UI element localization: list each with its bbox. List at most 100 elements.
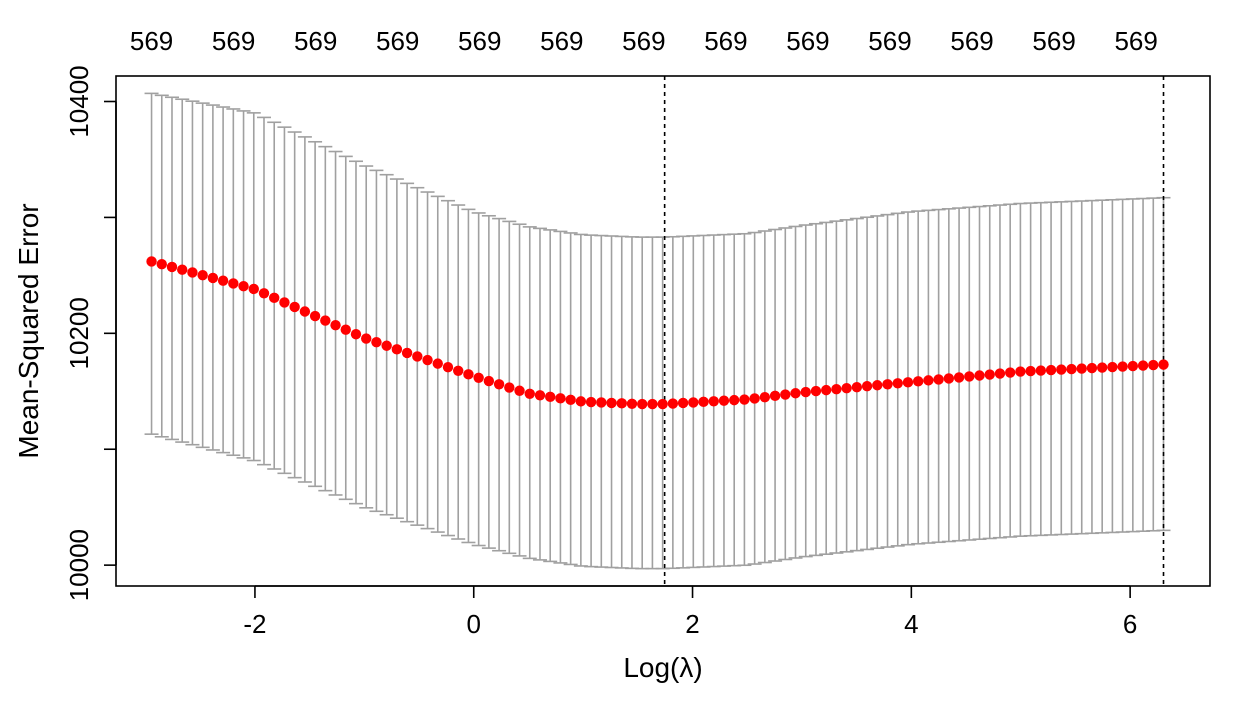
top-axis-label: 569 xyxy=(950,26,993,56)
mse-point xyxy=(698,396,709,408)
mse-point xyxy=(749,393,760,404)
mse-point xyxy=(902,377,914,388)
mse-point xyxy=(1137,360,1149,371)
mse-point xyxy=(238,281,249,292)
mse-point xyxy=(1066,363,1077,375)
mse-point xyxy=(841,382,852,394)
mse-point xyxy=(1086,362,1098,374)
mse-point xyxy=(728,394,740,406)
mse-point xyxy=(1045,364,1057,376)
x-tick-label: 6 xyxy=(1123,609,1137,639)
mse-point xyxy=(575,396,587,407)
mse-point xyxy=(1076,363,1087,374)
mse-point xyxy=(872,380,883,391)
mse-point xyxy=(330,319,341,331)
mse-point xyxy=(1056,364,1067,375)
y-axis-title: Mean-Squared Error xyxy=(13,203,44,458)
mse-point xyxy=(585,396,597,408)
x-axis: -2 0 2 4 6 xyxy=(243,585,1137,639)
mse-point xyxy=(289,301,300,313)
mse-point xyxy=(340,324,351,335)
mse-point xyxy=(912,376,924,387)
top-axis: 569 569 569 569 569 569 569 569 569 569 569 569 569 xyxy=(130,26,1158,56)
mse-point xyxy=(361,333,372,344)
top-axis-label: 569 xyxy=(130,26,173,56)
mse-point xyxy=(759,391,771,403)
mse-point xyxy=(964,371,975,382)
mse-point xyxy=(473,372,484,383)
mse-point xyxy=(984,369,995,380)
y-tick-label: 10200 xyxy=(64,297,94,369)
x-tick-label: 4 xyxy=(904,609,918,639)
mse-point xyxy=(831,383,842,395)
x-tick-label: 2 xyxy=(685,609,699,639)
mse-point xyxy=(463,369,474,380)
top-axis-label: 569 xyxy=(376,26,419,56)
top-axis-label: 569 xyxy=(1114,26,1157,56)
top-axis-label: 569 xyxy=(704,26,747,56)
top-axis-label: 569 xyxy=(622,26,665,56)
mse-point xyxy=(320,315,331,326)
mse-point xyxy=(565,394,576,406)
x-tick-label: 0 xyxy=(467,609,481,639)
mse-point xyxy=(504,382,515,393)
mse-point xyxy=(790,388,801,399)
mse-point xyxy=(1127,360,1139,372)
mse-point xyxy=(309,310,321,322)
mse-point xyxy=(606,397,617,409)
mse-point xyxy=(248,283,259,295)
mse-point xyxy=(657,398,668,410)
mse-point xyxy=(432,358,443,369)
x-tick-label: -2 xyxy=(243,609,266,639)
mse-point xyxy=(933,374,944,385)
mse-point xyxy=(228,278,239,289)
mse-point xyxy=(258,288,270,299)
x-axis-title: Log(λ) xyxy=(623,652,702,683)
mse-points xyxy=(146,256,1169,410)
mse-point xyxy=(636,398,648,410)
mse-point xyxy=(769,390,781,402)
mse-point xyxy=(555,393,566,404)
mse-point xyxy=(974,370,985,381)
mse-point xyxy=(350,329,362,340)
top-axis-label: 569 xyxy=(212,26,255,56)
y-tick-label: 10000 xyxy=(64,529,94,601)
mse-point xyxy=(994,368,1006,379)
mse-point xyxy=(739,394,750,405)
mse-point xyxy=(851,381,863,393)
mse-point xyxy=(197,270,208,281)
mse-point xyxy=(187,267,198,278)
mse-point xyxy=(166,261,178,273)
top-axis-label: 569 xyxy=(540,26,583,56)
mse-point xyxy=(371,336,382,348)
mse-point xyxy=(279,297,290,308)
mse-point xyxy=(882,379,893,390)
error-bars xyxy=(144,92,1171,570)
mse-point xyxy=(442,362,454,373)
mse-point xyxy=(1158,359,1169,370)
top-axis-label: 569 xyxy=(458,26,501,56)
mse-point xyxy=(718,395,730,406)
top-axis-label: 569 xyxy=(294,26,337,56)
mse-point xyxy=(616,398,627,409)
mse-point xyxy=(1148,359,1159,371)
mse-point xyxy=(810,385,822,397)
mse-point xyxy=(626,398,638,409)
y-axis: 10000 10200 10400 xyxy=(64,65,117,601)
mse-point xyxy=(156,259,167,270)
mse-point xyxy=(1107,361,1118,373)
mse-point xyxy=(943,373,955,384)
lambda-reference-lines xyxy=(663,76,1165,586)
mse-point xyxy=(780,389,791,400)
top-axis-label: 569 xyxy=(786,26,829,56)
mse-point xyxy=(412,351,423,362)
mse-point xyxy=(381,340,392,351)
mse-point xyxy=(391,344,403,355)
mse-point xyxy=(688,397,699,408)
mse-point xyxy=(667,398,679,409)
top-axis-label: 569 xyxy=(1032,26,1075,56)
mse-point xyxy=(524,388,535,399)
mse-point xyxy=(861,381,873,392)
mse-point xyxy=(708,396,719,407)
mse-point xyxy=(217,275,229,286)
